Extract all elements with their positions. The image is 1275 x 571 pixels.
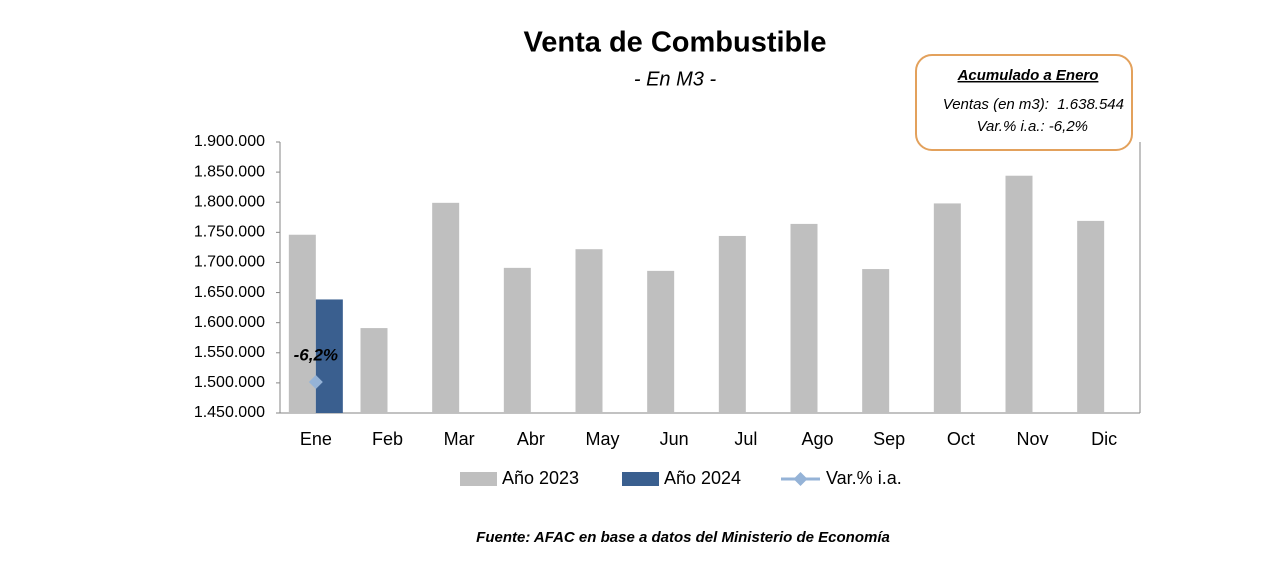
y-tick-label: 1.700.000 — [194, 254, 265, 271]
bar — [503, 267, 531, 413]
legend-swatch — [793, 472, 808, 486]
legend-label: Año 2023 — [502, 468, 579, 488]
y-tick-label: 1.650.000 — [194, 284, 265, 301]
bar — [288, 234, 316, 413]
x-tick-label: Abr — [517, 429, 545, 449]
line-marker — [308, 375, 323, 390]
legend-swatch — [622, 472, 659, 486]
annotation-text: Ventas (en m3): 1.638.544 — [943, 96, 1124, 113]
annotation-title: Acumulado a Enero — [957, 67, 1099, 84]
x-tick-label: May — [585, 429, 619, 449]
y-tick-label: 1.500.000 — [194, 374, 265, 391]
x-tick-label: Oct — [947, 429, 975, 449]
x-tick-label: Ago — [801, 429, 833, 449]
y-tick-label: 1.550.000 — [194, 344, 265, 361]
y-tick-label: 1.900.000 — [194, 133, 265, 150]
legend-swatch — [460, 472, 497, 486]
x-tick-label: Ene — [300, 429, 332, 449]
bar — [647, 270, 675, 413]
bar — [1077, 220, 1105, 413]
bar — [718, 235, 746, 413]
x-tick-label: Feb — [372, 429, 403, 449]
bar — [360, 328, 388, 413]
y-tick-label: 1.800.000 — [194, 193, 265, 210]
annotation-box — [915, 54, 1133, 151]
y-tick-label: 1.600.000 — [194, 314, 265, 331]
bar — [575, 249, 603, 413]
x-tick-label: Sep — [873, 429, 905, 449]
x-tick-label: Mar — [444, 429, 475, 449]
x-tick-label: Nov — [1016, 429, 1048, 449]
x-tick-label: Jun — [660, 429, 689, 449]
legend-label: Var.% i.a. — [826, 468, 902, 488]
y-tick-label: 1.450.000 — [194, 404, 265, 421]
bar — [432, 202, 460, 413]
x-tick-label: Jul — [734, 429, 757, 449]
data-label: -6,2% — [294, 346, 338, 365]
chart-title: Venta de Combustible — [524, 27, 827, 59]
y-tick-label: 1.850.000 — [194, 163, 265, 180]
bar — [862, 269, 890, 413]
bar — [933, 203, 961, 413]
chart-subtitle: - En M3 - — [634, 68, 717, 90]
bar — [1005, 175, 1033, 413]
x-tick-label: Dic — [1091, 429, 1117, 449]
bar — [315, 299, 343, 413]
bar — [790, 223, 818, 413]
source-note: Fuente: AFAC en base a datos del Ministe… — [476, 529, 890, 546]
legend-label: Año 2024 — [664, 468, 741, 488]
annotation-text: Var.% i.a.: -6,2% — [977, 118, 1088, 135]
y-tick-label: 1.750.000 — [194, 224, 265, 241]
